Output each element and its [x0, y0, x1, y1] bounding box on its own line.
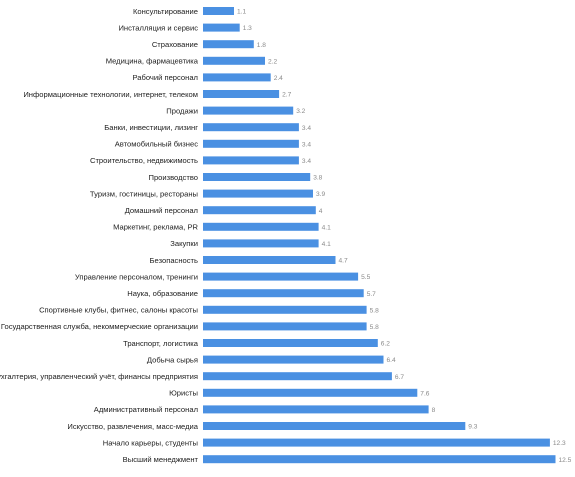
category-label-22: Бухгалтерия, управленческий учёт, финанс… [0, 372, 198, 381]
category-label-10: Производство [148, 173, 198, 182]
bars-group [203, 7, 556, 464]
value-label-2: 1.8 [257, 42, 266, 49]
bar-8 [203, 139, 299, 148]
category-label-5: Информационные технологии, интернет, тел… [23, 90, 198, 99]
bar-21 [203, 355, 384, 364]
category-label-7: Банки, инвестиции, лизинг [104, 123, 198, 132]
category-label-20: Транспорт, логистика [123, 339, 199, 348]
value-label-26: 12.3 [553, 440, 566, 447]
category-label-13: Маркетинг, реклама, PR [113, 223, 198, 232]
value-label-21: 6.4 [387, 357, 396, 364]
bar-19 [203, 322, 367, 331]
category-labels-group: Консультирование Инсталляция и сервис Стра… [0, 7, 199, 464]
value-label-4: 2.4 [274, 75, 283, 82]
bar-1 [203, 23, 240, 32]
value-label-27: 12.5 [559, 457, 572, 464]
value-label-3: 2.2 [268, 58, 277, 65]
bar-20 [203, 339, 378, 347]
bar-9 [203, 156, 299, 165]
category-label-4: Рабочий персонал [132, 73, 198, 82]
value-label-18: 5.8 [370, 307, 379, 314]
bar-12 [203, 206, 316, 215]
value-label-8: 3.4 [302, 141, 311, 148]
value-label-13: 4.1 [322, 224, 331, 231]
value-label-24: 8 [432, 407, 436, 414]
bar-16 [203, 272, 359, 281]
bar-0 [203, 7, 234, 15]
bar-26 [203, 438, 550, 447]
category-label-25: Искусство, развлечения, масс-медиа [67, 422, 198, 431]
bar-18 [203, 305, 367, 314]
category-label-15: Безопасность [150, 256, 198, 265]
bar-22 [203, 372, 392, 381]
bar-15 [203, 256, 336, 264]
bar-27 [203, 455, 556, 464]
category-label-26: Начало карьеры, студенты [103, 438, 198, 447]
category-label-24: Административный персонал [94, 405, 198, 414]
bar-2 [203, 40, 254, 49]
bar-13 [203, 222, 319, 231]
value-label-5: 2.7 [282, 92, 291, 99]
bar-6 [203, 106, 294, 115]
category-label-1: Инсталляция и сервис [118, 23, 198, 32]
value-label-15: 4.7 [339, 258, 348, 265]
bar-24 [203, 405, 429, 414]
value-label-10: 3.8 [313, 175, 322, 182]
bar-17 [203, 289, 364, 298]
value-label-17: 5.7 [367, 291, 376, 298]
bar-3 [203, 56, 265, 65]
category-label-18: Спортивные клубы, фитнес, салоны красоты [39, 306, 198, 315]
value-label-11: 3.9 [316, 191, 325, 198]
bar-4 [203, 73, 271, 82]
value-label-19: 5.8 [370, 324, 379, 331]
value-label-0: 1.1 [237, 9, 246, 16]
category-label-19: Государственная служба, некоммерческие о… [1, 322, 198, 331]
value-label-1: 1.3 [243, 25, 252, 32]
category-label-21: Добыча сырья [147, 355, 198, 364]
category-label-16: Управление персоналом, тренинги [75, 272, 198, 281]
bar-10 [203, 173, 311, 181]
value-label-14: 4.1 [322, 241, 331, 248]
category-label-6: Продажи [166, 106, 198, 115]
bar-11 [203, 189, 313, 198]
category-label-23: Юристы [169, 389, 198, 398]
value-label-25: 9.3 [468, 424, 477, 431]
value-label-7: 3.4 [302, 125, 311, 132]
category-label-11: Туризм, гостиницы, рестораны [90, 189, 198, 198]
category-label-9: Строительство, недвижимость [90, 156, 198, 165]
value-label-22: 6.7 [395, 374, 404, 381]
category-label-3: Медицина, фармацевтика [106, 57, 199, 66]
value-label-20: 6.2 [381, 341, 390, 348]
category-label-0: Консультирование [133, 7, 198, 16]
value-label-9: 3.4 [302, 158, 311, 165]
bar-5 [203, 90, 280, 98]
category-label-12: Домашний персонал [125, 206, 198, 215]
bar-25 [203, 422, 466, 430]
bar-23 [203, 388, 418, 397]
value-label-12: 4 [319, 208, 323, 215]
value-label-16: 5.5 [361, 274, 370, 281]
category-label-2: Страхование [152, 40, 198, 49]
category-label-14: Закупки [170, 239, 198, 248]
category-label-17: Наука, образование [127, 289, 198, 298]
bar-14 [203, 239, 319, 248]
bar-7 [203, 123, 299, 132]
value-label-6: 3.2 [296, 108, 305, 115]
category-label-8: Автомобильный бизнес [115, 140, 198, 149]
category-label-27: Высший менеджмент [123, 455, 199, 464]
value-labels-group: 1.1 1.3 1.8 2.2 2.4 2.7 3.2 3.4 3.4 3.4 3.8 3.9 4 4.1… [237, 9, 572, 464]
value-label-23: 7.6 [420, 390, 429, 397]
